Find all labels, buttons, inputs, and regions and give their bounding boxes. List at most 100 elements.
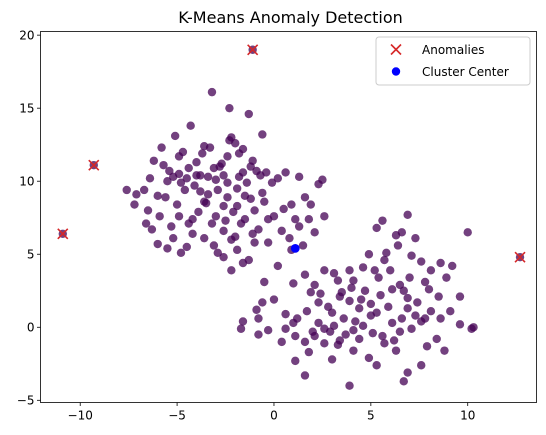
x-tick-label: 10: [460, 409, 475, 423]
anomaly-cross-line: [514, 251, 526, 263]
data-point: [267, 178, 277, 187]
data-point: [448, 261, 457, 271]
data-point: [329, 269, 339, 278]
data-point: [397, 228, 407, 237]
data-point: [254, 314, 263, 323]
data-point: [188, 214, 197, 224]
data-point: [325, 327, 335, 336]
data-point: [182, 242, 191, 252]
data-point: [374, 273, 383, 282]
data-point: [335, 292, 345, 301]
anomaly-marker: [88, 159, 100, 171]
data-point: [391, 346, 401, 355]
data-point: [205, 143, 215, 152]
data-point: [355, 334, 364, 344]
data-point: [376, 290, 385, 300]
anomaly-marker: [57, 228, 69, 240]
data-point: [434, 292, 443, 301]
data-point: [399, 286, 408, 295]
data-point: [291, 331, 300, 341]
data-point: [358, 263, 368, 272]
data-point: [426, 307, 436, 316]
data-point: [221, 216, 230, 225]
y-tick-label: 5: [27, 247, 35, 261]
data-point: [355, 304, 364, 313]
data-point: [395, 327, 405, 336]
data-point: [304, 347, 314, 357]
data-point: [316, 289, 325, 298]
data-point: [263, 214, 273, 224]
data-point: [207, 219, 217, 228]
data-point: [310, 228, 319, 237]
data-point: [455, 320, 465, 329]
data-point: [405, 273, 414, 282]
data-point: [411, 233, 420, 243]
data-point: [244, 109, 253, 119]
data-point: [463, 228, 472, 237]
x-tick-label: −10: [68, 409, 93, 423]
data-point: [289, 318, 298, 328]
data-point: [219, 252, 228, 262]
data-point: [238, 317, 248, 326]
data-point: [172, 200, 182, 209]
data-point: [211, 212, 221, 221]
data-point: [304, 214, 314, 224]
anomaly-cross-line: [88, 159, 100, 171]
data-point: [236, 219, 246, 228]
data-point: [260, 197, 269, 206]
data-point: [386, 266, 395, 275]
anomaly-marker: [247, 44, 259, 56]
data-point: [407, 251, 416, 260]
data-point: [163, 177, 172, 186]
data-point: [227, 133, 236, 142]
data-point: [147, 225, 157, 234]
plot-frame: [40, 31, 537, 403]
data-point: [407, 324, 416, 333]
data-point: [219, 171, 228, 180]
data-point: [176, 178, 186, 187]
data-point: [254, 225, 263, 234]
data-point: [161, 193, 170, 202]
data-point: [411, 311, 420, 320]
data-point: [153, 239, 162, 249]
data-point: [372, 223, 381, 233]
anomaly-cross-line: [247, 44, 259, 56]
data-point: [232, 201, 242, 211]
data-point: [174, 212, 184, 221]
data-point: [287, 200, 296, 209]
cluster-center-point: [290, 244, 300, 253]
data-point: [389, 336, 399, 345]
data-point: [188, 229, 197, 238]
legend: Anomalies Cluster Center: [375, 36, 531, 86]
data-point: [341, 330, 350, 339]
data-point: [143, 206, 153, 215]
data-point: [320, 212, 329, 221]
data-point: [310, 280, 319, 290]
data-point: [300, 270, 310, 279]
data-point: [345, 296, 354, 306]
data-point: [403, 210, 412, 220]
data-point: [320, 339, 329, 348]
data-point: [273, 261, 283, 271]
data-point: [327, 355, 337, 364]
data-point: [300, 193, 310, 202]
data-point: [289, 279, 298, 288]
legend-cross-line: [390, 43, 402, 56]
data-point: [442, 273, 451, 282]
data-point: [209, 241, 219, 250]
data-point: [141, 219, 151, 228]
data-point: [279, 204, 288, 214]
data-point: [403, 368, 412, 377]
data-point: [420, 314, 430, 323]
data-point: [422, 342, 432, 351]
data-point: [194, 207, 203, 217]
data-point: [246, 162, 255, 171]
legend-box: [375, 36, 531, 86]
y-tick-label: 15: [19, 101, 34, 115]
data-point: [349, 346, 358, 355]
data-point: [446, 307, 455, 316]
data-point: [420, 277, 430, 287]
data-point: [298, 241, 308, 250]
data-point: [281, 309, 290, 319]
